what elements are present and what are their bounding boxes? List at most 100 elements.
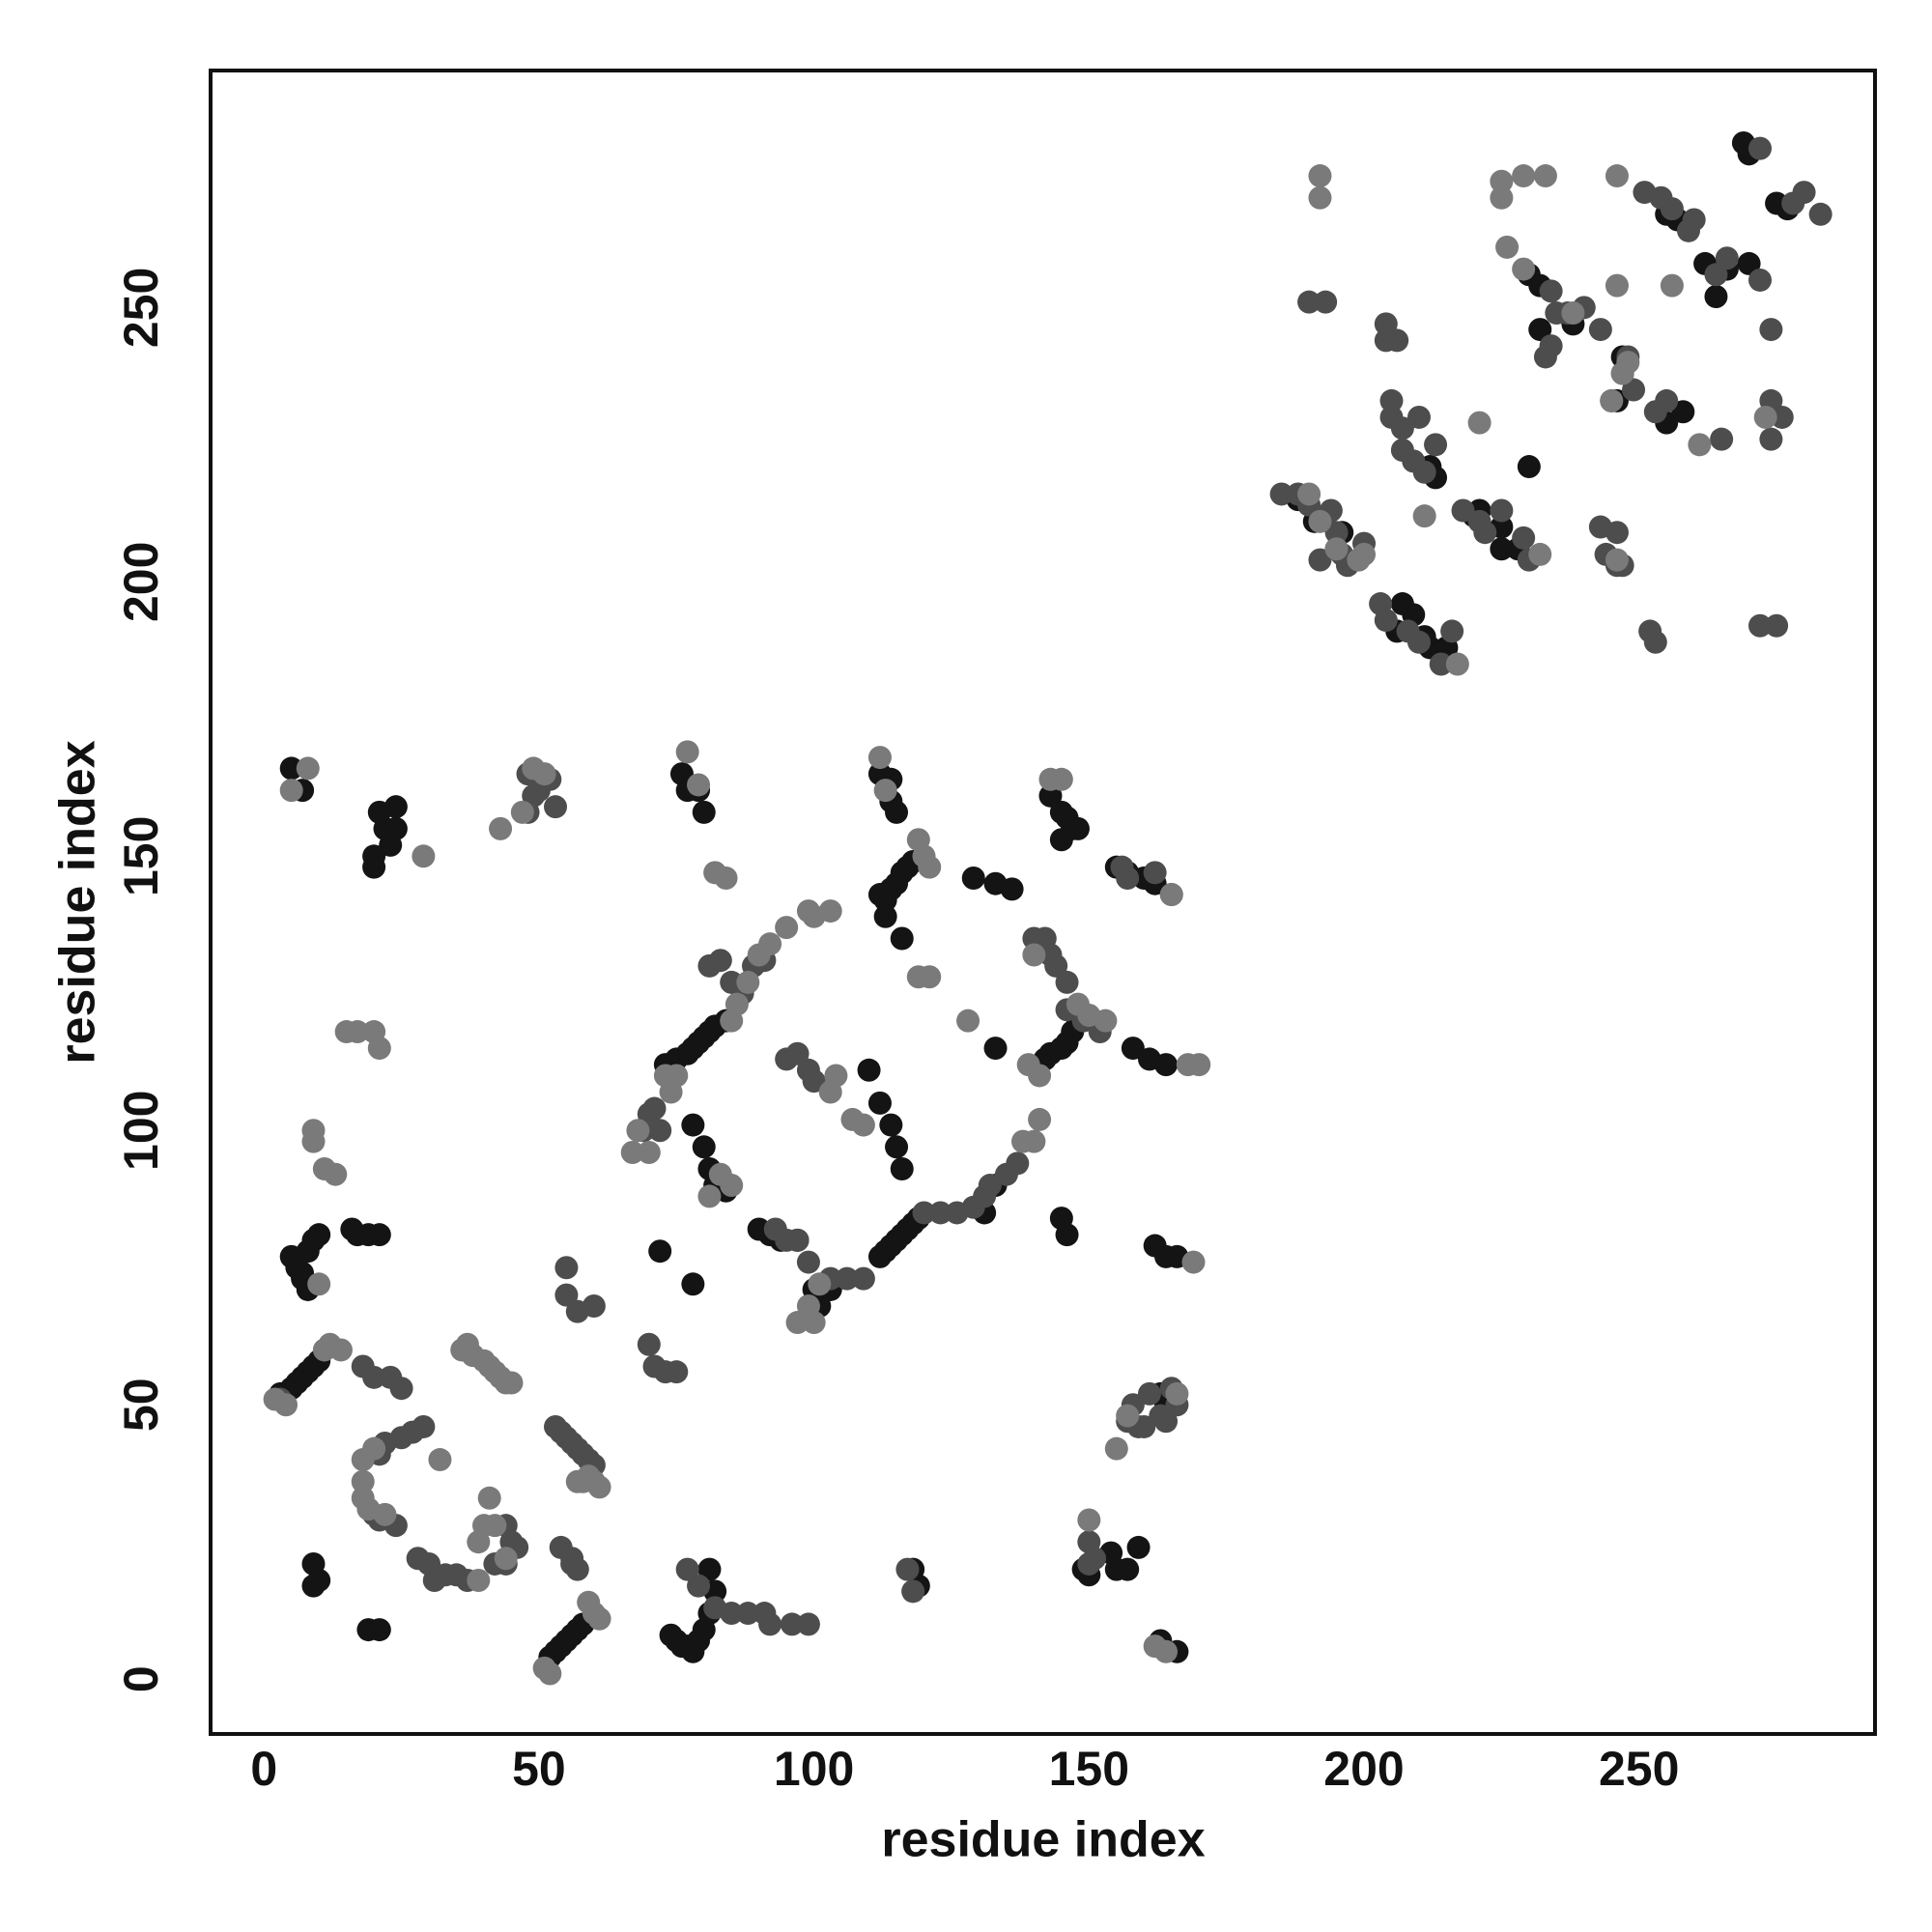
point xyxy=(1643,630,1667,654)
point xyxy=(1660,197,1684,221)
point xyxy=(1297,482,1321,506)
point xyxy=(720,1174,744,1198)
point xyxy=(1181,1250,1206,1274)
point xyxy=(1297,290,1321,314)
point xyxy=(1792,181,1816,205)
point xyxy=(483,1514,507,1538)
point xyxy=(687,1574,711,1598)
point xyxy=(1159,883,1183,907)
point xyxy=(1528,318,1552,342)
point xyxy=(1517,455,1541,479)
point xyxy=(554,1283,579,1307)
point xyxy=(1412,504,1436,528)
point xyxy=(724,992,749,1016)
point xyxy=(1561,301,1585,326)
point xyxy=(1512,526,1536,550)
point xyxy=(1137,1381,1161,1406)
point xyxy=(1747,268,1772,292)
point xyxy=(637,1140,661,1164)
point xyxy=(1028,1107,1052,1131)
point xyxy=(648,1119,672,1143)
point xyxy=(1704,263,1728,287)
point xyxy=(499,1371,524,1395)
point xyxy=(648,1239,672,1264)
point xyxy=(1600,388,1624,412)
point xyxy=(1704,284,1728,308)
point xyxy=(1165,1381,1189,1406)
point xyxy=(477,1486,501,1510)
point xyxy=(873,779,897,803)
y-tick-label: 0 xyxy=(114,1665,168,1692)
point xyxy=(1747,136,1772,160)
point xyxy=(1269,482,1293,506)
point xyxy=(565,1557,589,1581)
point xyxy=(1490,498,1514,523)
x-axis-title: residue index xyxy=(881,1812,1205,1868)
point xyxy=(532,762,556,786)
point xyxy=(758,1612,782,1636)
y-axis-title: residue index xyxy=(50,740,106,1064)
point xyxy=(642,1096,667,1121)
point xyxy=(1374,312,1398,336)
point xyxy=(1385,328,1409,353)
point xyxy=(1065,816,1090,840)
point xyxy=(279,756,303,781)
point xyxy=(1533,345,1557,369)
point xyxy=(1308,164,1332,188)
plot-points xyxy=(263,130,1833,1686)
point xyxy=(692,800,716,824)
point xyxy=(637,1332,661,1356)
point xyxy=(362,1365,386,1389)
point xyxy=(1605,548,1629,572)
point xyxy=(1116,1557,1140,1581)
plot-frame xyxy=(209,69,1877,1736)
point xyxy=(428,1448,452,1472)
point xyxy=(389,1377,413,1401)
point xyxy=(1379,388,1404,412)
point xyxy=(1490,537,1514,561)
point xyxy=(1467,411,1492,435)
point xyxy=(681,1113,705,1137)
point xyxy=(1445,652,1469,676)
point xyxy=(885,1135,909,1159)
x-tick-label: 200 xyxy=(1323,1742,1404,1796)
point xyxy=(785,1228,810,1252)
point xyxy=(467,1568,491,1592)
point xyxy=(1770,405,1794,429)
y-tick-label: 50 xyxy=(114,1378,168,1432)
point xyxy=(1528,542,1552,566)
point xyxy=(818,899,842,923)
point xyxy=(1622,378,1646,402)
point xyxy=(1038,783,1063,808)
point xyxy=(296,756,320,781)
point xyxy=(802,1311,826,1335)
point xyxy=(796,1250,820,1274)
point xyxy=(367,1618,391,1642)
point xyxy=(918,965,942,989)
point xyxy=(324,1162,348,1186)
point xyxy=(1187,1053,1211,1077)
point xyxy=(1390,416,1414,440)
point xyxy=(1759,427,1783,451)
point xyxy=(714,867,738,891)
point xyxy=(1308,548,1332,572)
point xyxy=(373,1502,397,1526)
point xyxy=(956,1009,980,1033)
point xyxy=(775,916,799,940)
point xyxy=(1412,460,1436,484)
y-tick-label: 100 xyxy=(114,1091,168,1171)
point xyxy=(301,1129,326,1153)
point xyxy=(1759,318,1783,342)
point xyxy=(802,1069,826,1094)
point xyxy=(1440,619,1464,643)
point xyxy=(1605,164,1629,188)
point xyxy=(983,1037,1008,1061)
point xyxy=(675,740,699,764)
point xyxy=(1077,1508,1101,1532)
x-tick-label: 250 xyxy=(1599,1742,1679,1796)
point xyxy=(1022,1129,1046,1153)
point xyxy=(867,746,892,770)
point xyxy=(918,855,942,879)
point xyxy=(1055,970,1079,994)
point xyxy=(626,1119,650,1143)
